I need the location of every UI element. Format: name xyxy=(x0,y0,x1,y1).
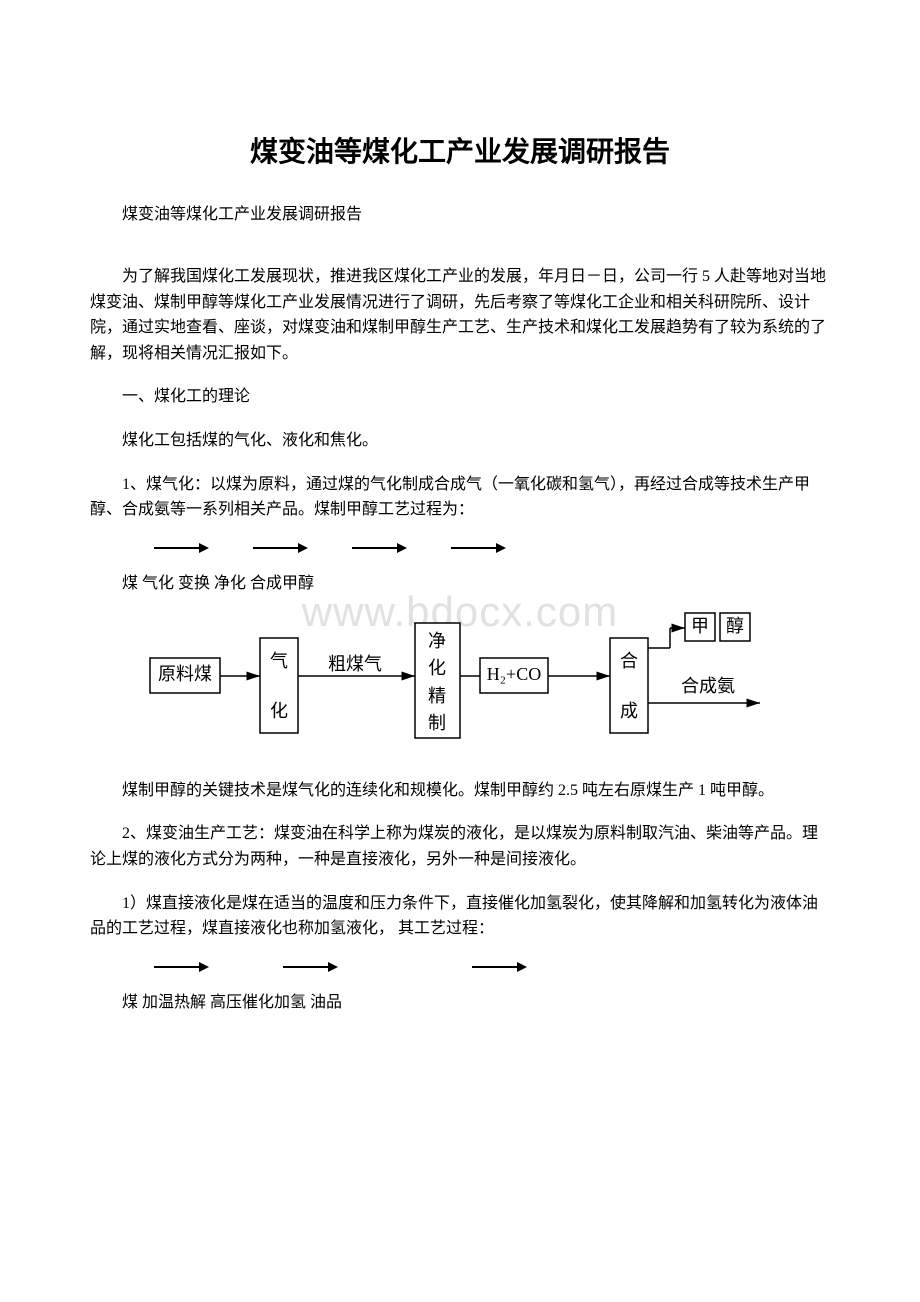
document-title: 煤变油等煤化工产业发展调研报告 xyxy=(90,130,830,170)
arrow-group-2 xyxy=(90,960,830,978)
paragraph-methanol-key: 煤制甲醇的关键技术是煤气化的连续化和规模化。煤制甲醇约 2.5 吨左右原煤生产 … xyxy=(90,778,830,804)
arrow-label-2: 煤 加温热解 高压催化加氢 油品 xyxy=(90,988,830,1012)
arrow-icon xyxy=(472,961,527,973)
node-ammonia: 合成氨 xyxy=(681,676,735,696)
paragraph-coal-to-oil: 2、煤变油生产工艺：煤变油在科学上称为煤炭的液化，是以煤炭为原料制取汽油、柴油等… xyxy=(90,821,830,872)
node-synth-1: 合 xyxy=(620,651,638,671)
node-gasify-1: 气 xyxy=(270,651,288,671)
arrow-icon xyxy=(253,542,308,554)
node-purify-2: 化 xyxy=(428,658,446,678)
process-diagram-container: www.bdocx.com 原料煤 气 化 粗煤气 净 化 精 制 H₂+CO xyxy=(90,608,830,758)
node-methanol-2: 醇 xyxy=(726,616,744,636)
arrow-icon xyxy=(154,961,209,973)
node-raw-coal: 原料煤 xyxy=(158,664,212,684)
paragraph-theory: 煤化工包括煤的气化、液化和焦化。 xyxy=(90,428,830,454)
section-heading-1: 一、煤化工的理论 xyxy=(90,384,830,410)
node-synth-2: 成 xyxy=(620,701,638,721)
paragraph-gasification: 1、煤气化：以煤为原料，通过煤的气化制成合成气（一氧化碳和氢气），再经过合成等技… xyxy=(90,472,830,523)
arrow-icon xyxy=(352,542,407,554)
intro-paragraph: 为了解我国煤化工发展现状，推进我区煤化工产业的发展，年月日－日，公司一行 5 人… xyxy=(90,264,830,366)
process-flow-diagram: 原料煤 气 化 粗煤气 净 化 精 制 H₂+CO 合 成 甲 醇 xyxy=(140,608,780,758)
node-purify-1: 净 xyxy=(428,631,446,651)
node-crude-gas: 粗煤气 xyxy=(328,654,382,674)
arrow-icon xyxy=(283,961,338,973)
node-gasify-2: 化 xyxy=(270,701,288,721)
arrow-icon xyxy=(451,542,506,554)
node-purify-3: 精 xyxy=(428,686,446,706)
node-h2co: H₂+CO xyxy=(487,664,541,684)
paragraph-direct-liquefaction: 1）煤直接液化是煤在适当的温度和压力条件下，直接催化加氢裂化，使其降解和加氢转化… xyxy=(90,891,830,942)
arrow-group-1 xyxy=(90,541,830,559)
arrow-icon xyxy=(154,542,209,554)
node-purify-4: 制 xyxy=(428,713,446,733)
node-methanol-1: 甲 xyxy=(691,616,709,636)
document-subtitle: 煤变油等煤化工产业发展调研报告 xyxy=(90,200,830,224)
